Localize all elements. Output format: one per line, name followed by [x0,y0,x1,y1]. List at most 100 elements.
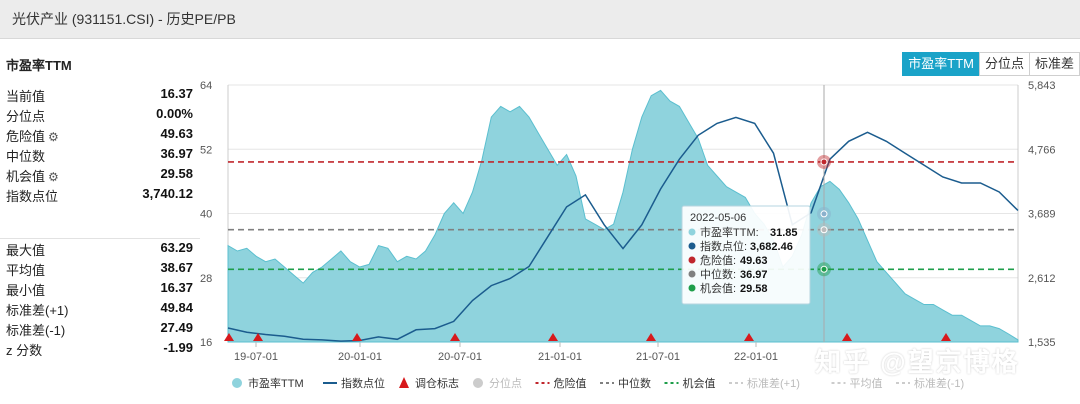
stat-bottom-row: 最小值 16.37 [6,280,193,300]
stat-top-value: 36.97 [160,146,193,161]
x-tick-label: 21-01-01 [538,351,582,363]
legend-label: 分位点 [489,376,522,390]
tooltip-dot [688,256,696,264]
rebalance-marker [224,333,234,341]
x-tick-label: 22-01-01 [734,351,778,363]
stat-top-value: 3,740.12 [142,186,193,201]
stat-top-label: 分位点 [6,106,45,125]
rebalance-marker [253,333,263,341]
tooltip-dot [688,242,696,250]
y-left-tick-label: 16 [200,337,212,349]
y-right-tick-label: 1,535 [1028,337,1056,349]
rebalance-marker [842,333,852,341]
stat-top-row: 分位点 0.00% [6,106,193,126]
stat-top-label-text: 指数点位 [6,189,59,204]
stat-bottom-label-text: 平均值 [6,263,46,278]
stat-top-label: 机会值 ⚙ [6,166,59,185]
stat-top-value: 16.37 [160,86,193,101]
stat-top-row: 当前值 16.37 [6,86,193,106]
metric-tabs: 市盈率TTM 分位点 标准差 [902,52,1080,76]
stats-divider [0,238,200,239]
x-tick-label: 20-01-01 [338,351,382,363]
tab-percentile[interactable]: 分位点 [978,52,1030,76]
stat-top-label-text: 机会值 [6,169,46,184]
tooltip-dot [688,228,696,236]
stat-top-value: 29.58 [160,166,193,181]
legend-label: 中位数 [618,376,651,390]
stat-top-row: 中位数 36.97 [6,146,193,166]
x-tick-label: 20-07-01 [438,351,482,363]
stat-bottom-row: 最大值 63.29 [6,240,193,260]
y-left-tick-label: 40 [200,209,212,221]
stat-top-label: 指数点位 [6,186,58,205]
legend-label: 平均值 [850,377,883,390]
watermark: 知乎 @望京博格 [815,347,1020,377]
tooltip-value: 36.97 [740,269,768,281]
legend-label: 标准差(+1) [747,376,800,390]
stat-bottom-label-text: 最大值 [6,243,46,258]
tooltip-label: 危险值: [700,253,736,267]
stat-top-label: 中位数 [6,146,45,165]
stat-bottom-label: 平均值 [6,260,45,279]
tab-std-dev[interactable]: 标准差 [1028,52,1080,76]
tooltip-value: 29.58 [740,283,768,295]
window-titlebar: 光伏产业 (931151.CSI) - 历史PE/PB [0,0,1080,39]
y-left-tick-label: 52 [200,144,212,156]
tooltip-value: 3,682.46 [750,241,793,253]
legend-swatch [232,378,242,388]
y-right-tick-label: 5,843 [1028,80,1056,92]
legend-label: 市盈率TTM [248,376,304,390]
stat-top-label-text: 危险值 [6,129,46,144]
tooltip-value: 31.85 [770,227,798,239]
stat-bottom-row: 平均值 38.67 [6,260,193,280]
stat-bottom-label: 标准差(-1) [6,320,65,339]
stat-top-label-text: 当前值 [6,89,46,104]
legend-label: 机会值 [683,376,716,390]
tooltip-date: 2022-05-06 [690,212,746,224]
stat-bottom-value: 16.37 [160,280,193,295]
crosshair-dot [820,158,828,166]
panel-title: 市盈率TTM [6,58,72,73]
stat-top-label-text: 中位数 [6,149,46,164]
stat-bottom-row: 标准差(-1) 27.49 [6,320,193,340]
x-tick-label: 21-07-01 [636,351,680,363]
stat-bottom-label-text: 标准差(+1) [6,303,69,318]
stat-bottom-label: 标准差(+1) [6,300,68,319]
pe-ttm-area [227,89,1019,343]
stat-top-label-text: 分位点 [6,109,46,124]
y-right-tick-label: 3,689 [1028,209,1056,221]
stat-bottom-label: 最大值 [6,240,45,259]
rebalance-marker [548,333,558,341]
gear-icon[interactable]: ⚙ [48,170,59,184]
stat-bottom-value: 49.84 [160,300,193,315]
legend-swatch [473,378,483,388]
legend-swatch [399,377,409,388]
tooltip-box [681,205,811,305]
stat-bottom-label-text: z 分数 [6,343,43,358]
stat-top-row: 机会值 ⚙ 29.58 [6,166,193,186]
stat-bottom-value: -1.99 [163,340,193,355]
stat-bottom-value: 63.29 [160,240,193,255]
y-right-tick-label: 2,612 [1028,273,1056,285]
tab-pe-ttm[interactable]: 市盈率TTM [902,52,980,76]
stat-top-row: 危险值 ⚙ 49.63 [6,126,193,146]
rebalance-marker [352,333,362,341]
stat-bottom-label: 最小值 [6,280,45,299]
stat-top-row: 指数点位 3,740.12 [6,186,193,206]
legend-label: 标准差(-1) [914,376,964,390]
tooltip-label: 市盈率TTM: [700,225,759,239]
stat-bottom-label-text: 标准差(-1) [6,323,66,338]
stat-top-value: 0.00% [156,106,193,121]
y-left-tick-label: 28 [200,273,212,285]
stat-bottom-row: z 分数 -1.99 [6,340,193,360]
stat-bottom-label-text: 最小值 [6,283,46,298]
y-right-tick-label: 4,766 [1028,144,1056,156]
gear-icon[interactable]: ⚙ [48,130,59,144]
tooltip-label: 中位数: [700,267,736,281]
tooltip-value: 49.63 [740,255,768,267]
legend-label: 指数点位 [341,376,385,390]
rebalance-marker [744,333,754,341]
tooltip-dot [688,284,696,292]
stat-bottom-value: 27.49 [160,320,193,335]
